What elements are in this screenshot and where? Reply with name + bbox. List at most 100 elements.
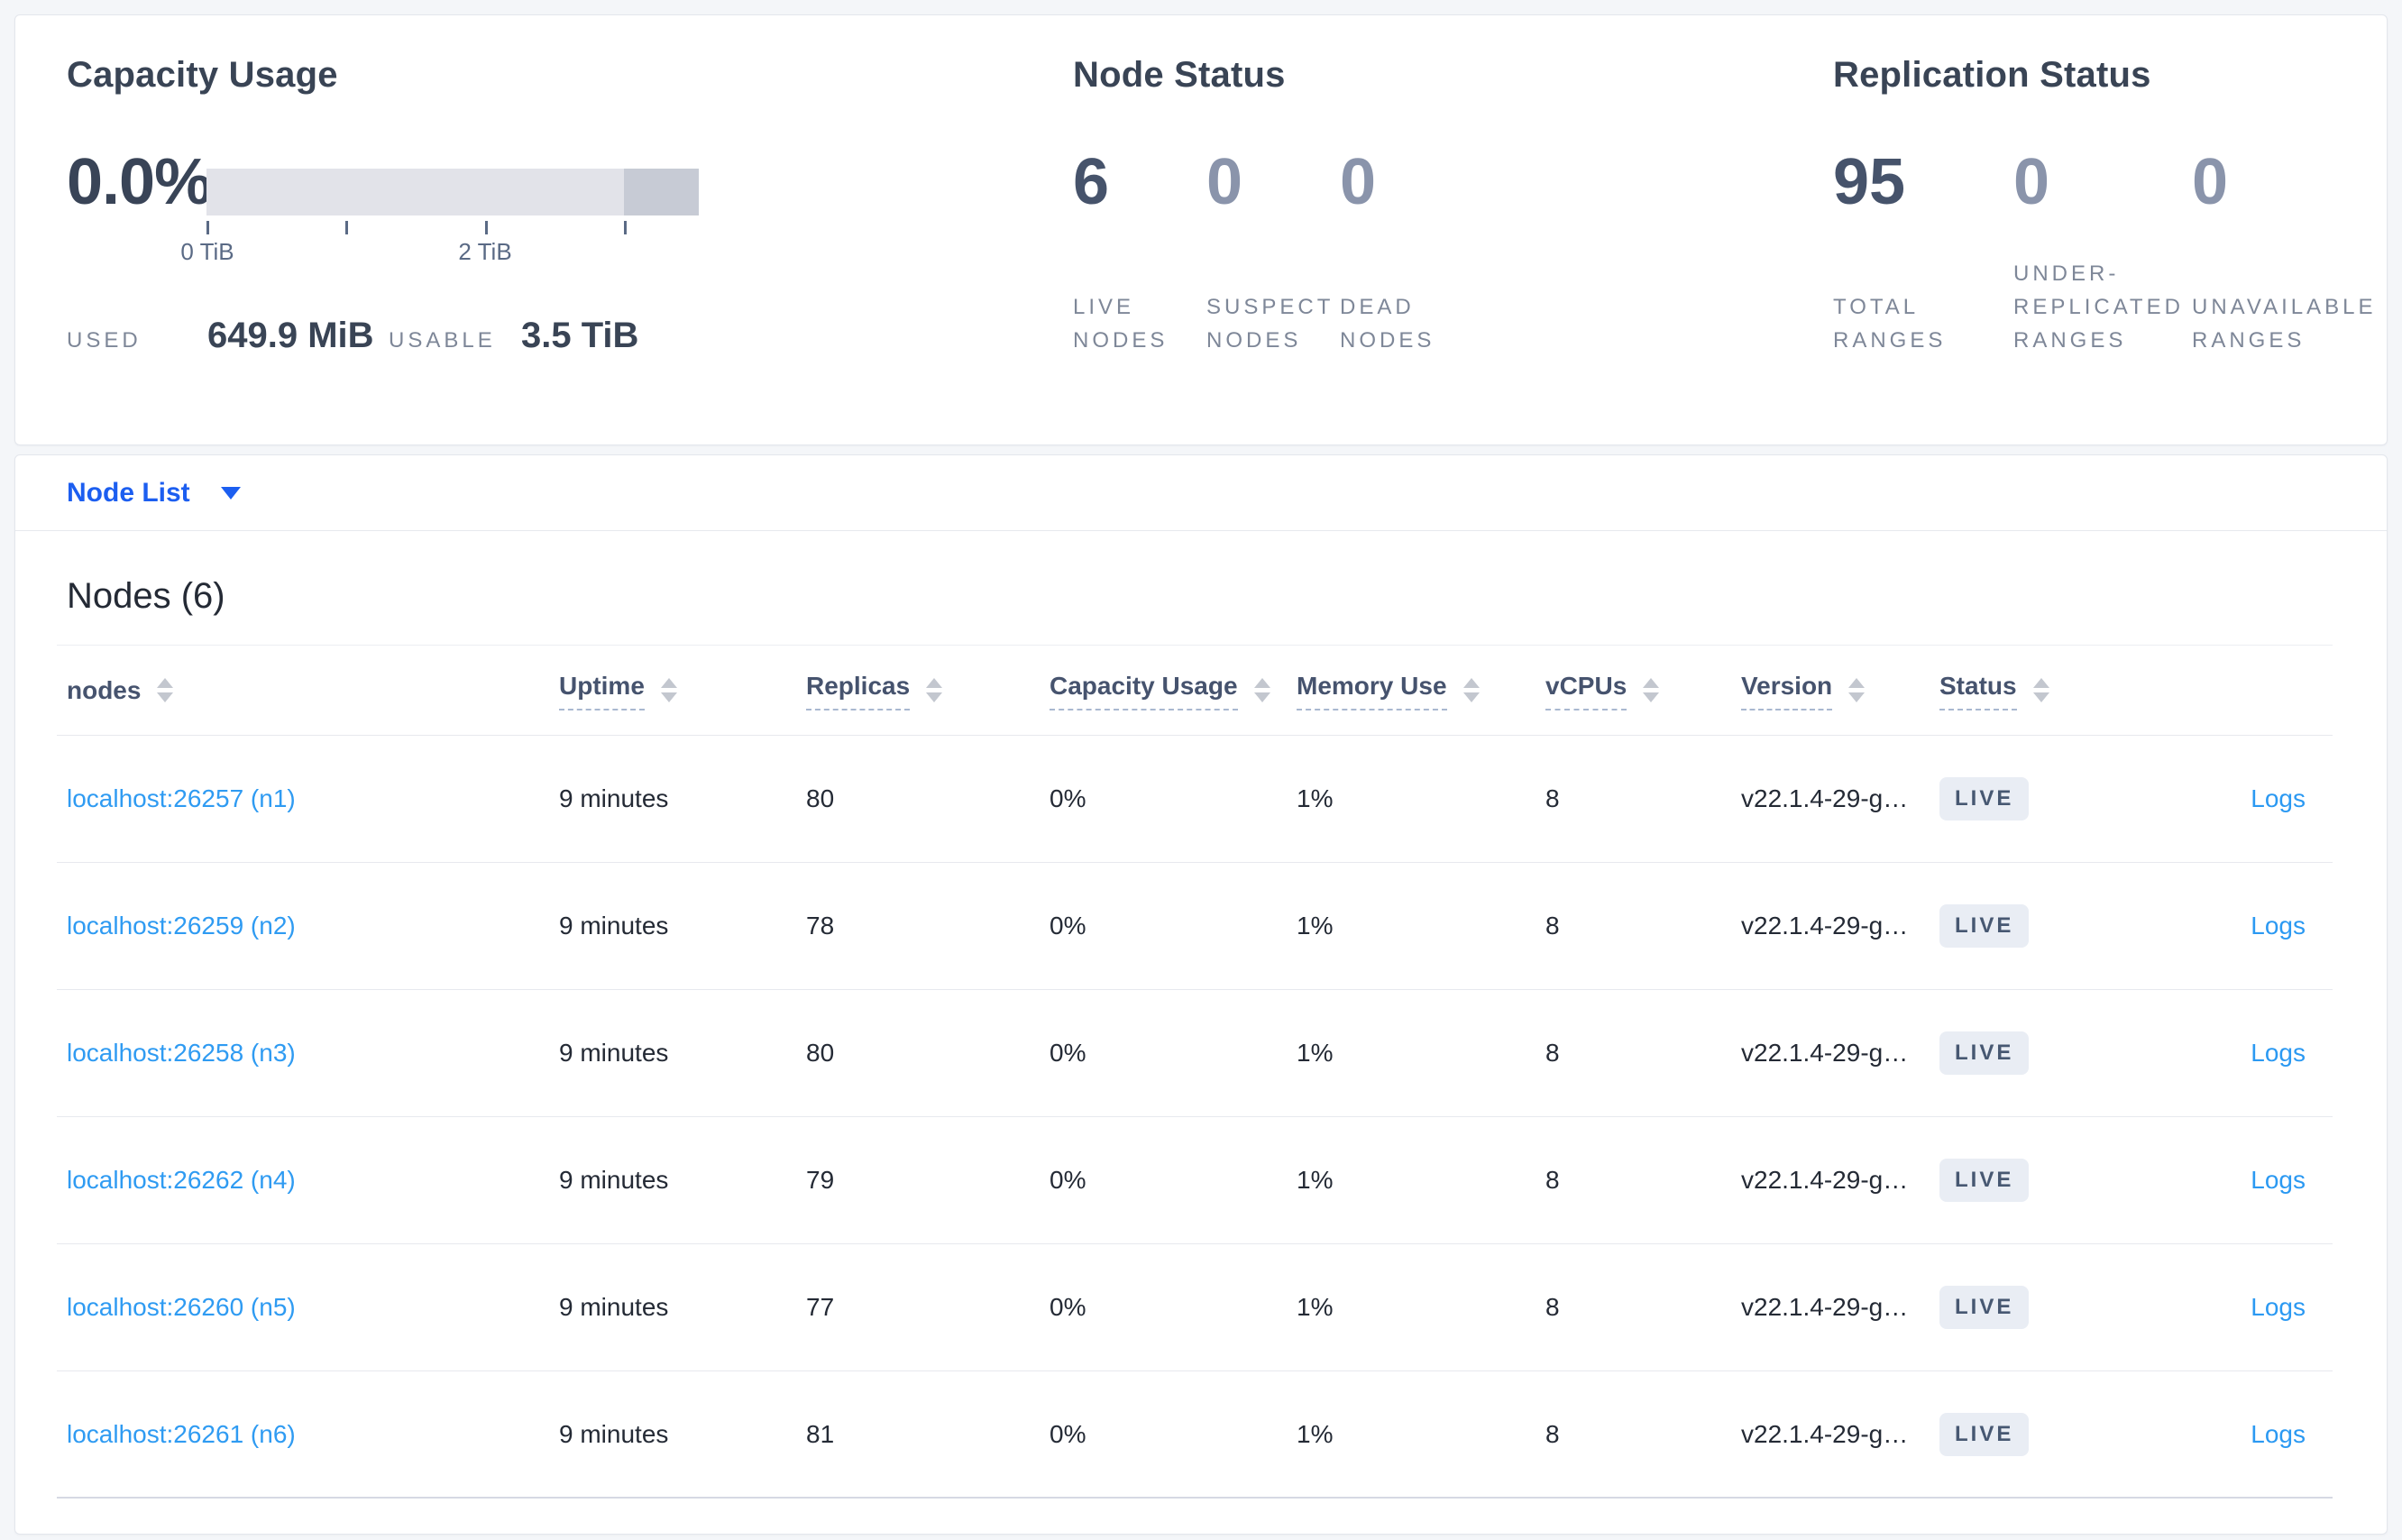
- logs-link[interactable]: Logs: [2251, 1293, 2306, 1321]
- status-badge: LIVE: [1939, 1286, 2030, 1329]
- sort-icon[interactable]: [1848, 678, 1866, 702]
- sort-icon[interactable]: [1462, 678, 1480, 702]
- capacity-usage-cell: 0%: [1050, 912, 1086, 940]
- unavailable-count: 0: [2192, 146, 2229, 218]
- vcpus-cell: 8: [1545, 1293, 1560, 1321]
- status-badge: LIVE: [1939, 1031, 2030, 1075]
- logs-link[interactable]: Logs: [2251, 912, 2306, 940]
- column-header-version[interactable]: Version: [1741, 670, 1939, 710]
- suspect-nodes-label: SUSPECT NODES: [1206, 295, 1334, 353]
- chevron-down-icon: [220, 486, 241, 500]
- memory-use-cell: 1%: [1297, 1293, 1334, 1321]
- replication-status-title: Replication Status: [1833, 55, 2151, 95]
- uptime-cell: 9 minutes: [559, 1166, 669, 1194]
- under-replicated-ranges-stat: 0 UNDER-REPLICATED RANGES: [2013, 146, 2192, 357]
- usable-value: 3.5 TiB: [521, 316, 639, 355]
- memory-use-cell: 1%: [1297, 1166, 1334, 1194]
- used-label: USED: [67, 328, 142, 353]
- table-row-n5: localhost:26260 (n5) 9 minutes 77 0% 1% …: [57, 1244, 2333, 1371]
- dead-nodes-label: DEAD NODES: [1340, 295, 1435, 353]
- logs-link[interactable]: Logs: [2251, 1419, 2306, 1448]
- dead-nodes-stat: 0 DEAD NODES: [1340, 146, 1517, 357]
- column-header-nodes[interactable]: nodes: [57, 674, 559, 706]
- under-replicated-count: 0: [2013, 146, 2050, 218]
- tick-mark: [485, 221, 489, 234]
- logs-link[interactable]: Logs: [2251, 1039, 2306, 1067]
- node-address-link[interactable]: localhost:26262 (n4): [67, 1166, 296, 1194]
- memory-use-cell: 1%: [1297, 784, 1334, 812]
- uptime-cell: 9 minutes: [559, 1419, 669, 1448]
- dead-nodes-count: 0: [1340, 146, 1377, 218]
- suspect-nodes-count: 0: [1206, 146, 1243, 218]
- tick-label-0tib: 0 TiB: [180, 238, 234, 265]
- memory-use-cell: 1%: [1297, 1419, 1334, 1448]
- total-ranges-stat: 95 TOTAL RANGES: [1833, 146, 2013, 357]
- tick-mark: [206, 221, 209, 234]
- vcpus-cell: 8: [1545, 784, 1560, 812]
- node-list-dropdown[interactable]: Node List: [67, 478, 241, 509]
- sort-icon[interactable]: [157, 678, 174, 702]
- column-header-memory-use[interactable]: Memory Use: [1297, 670, 1545, 710]
- node-address-link[interactable]: localhost:26259 (n2): [67, 912, 296, 940]
- live-nodes-label: LIVE NODES: [1073, 295, 1169, 353]
- node-address-link[interactable]: localhost:26261 (n6): [67, 1419, 296, 1448]
- table-row-n3: localhost:26258 (n3) 9 minutes 80 0% 1% …: [57, 990, 2333, 1117]
- capacity-usage-cell: 0%: [1050, 1039, 1086, 1067]
- replicas-cell: 80: [806, 784, 835, 812]
- replication-status-section: Replication Status 95 TOTAL RANGES 0 UND…: [1819, 15, 2387, 445]
- node-address-link[interactable]: localhost:26257 (n1): [67, 784, 296, 812]
- sort-icon[interactable]: [926, 678, 943, 702]
- column-header-status[interactable]: Status: [1939, 670, 2131, 710]
- column-header-replicas[interactable]: Replicas: [806, 670, 1050, 710]
- capacity-axis-ticks: [206, 221, 699, 234]
- column-header-uptime[interactable]: Uptime: [559, 670, 806, 710]
- memory-use-cell: 1%: [1297, 1039, 1334, 1067]
- vcpus-cell: 8: [1545, 1419, 1560, 1448]
- sort-icon[interactable]: [1253, 678, 1270, 702]
- tick-label-2tib: 2 TiB: [458, 238, 512, 265]
- tick-mark: [624, 221, 627, 234]
- nodes-table-header: nodes Uptime Replicas Capacity Usage Mem…: [57, 646, 2333, 736]
- nodes-table: nodes Uptime Replicas Capacity Usage Mem…: [57, 645, 2333, 1499]
- under-replicated-label: UNDER-REPLICATED RANGES: [2013, 261, 2184, 353]
- sort-icon[interactable]: [660, 678, 677, 702]
- view-selector-bar: Node List: [15, 455, 2387, 531]
- live-nodes-count: 6: [1073, 146, 1110, 218]
- node-address-link[interactable]: localhost:26258 (n3): [67, 1039, 296, 1067]
- usable-label: USABLE: [389, 328, 496, 353]
- sort-icon[interactable]: [1643, 678, 1660, 702]
- capacity-usage-section: Capacity Usage 0.0% 0 TiB 2 TiB: [51, 15, 773, 445]
- uptime-cell: 9 minutes: [559, 912, 669, 940]
- nodes-count-heading: Nodes (6): [67, 576, 225, 616]
- capacity-usage-title: Capacity Usage: [67, 55, 338, 95]
- node-list-dropdown-label: Node List: [67, 477, 190, 508]
- live-nodes-stat: 6 LIVE NODES: [1073, 146, 1206, 357]
- column-header-vcpus[interactable]: vCPUs: [1545, 670, 1741, 710]
- used-value: 649.9 MiB: [207, 316, 374, 355]
- uptime-cell: 9 minutes: [559, 784, 669, 812]
- replicas-cell: 78: [806, 912, 835, 940]
- sort-icon[interactable]: [2032, 678, 2049, 702]
- unavailable-label: UNAVAILABLE RANGES: [2192, 295, 2377, 353]
- logs-link[interactable]: Logs: [2251, 784, 2306, 812]
- column-header-capacity-usage[interactable]: Capacity Usage: [1050, 670, 1297, 710]
- version-cell: v22.1.4-29-g…: [1741, 1039, 1909, 1067]
- table-row-n6: localhost:26261 (n6) 9 minutes 81 0% 1% …: [57, 1371, 2333, 1499]
- unavailable-ranges-stat: 0 UNAVAILABLE RANGES: [2192, 146, 2387, 357]
- node-status-title: Node Status: [1073, 55, 1286, 95]
- capacity-usage-cell: 0%: [1050, 1419, 1086, 1448]
- vcpus-cell: 8: [1545, 1039, 1560, 1067]
- cluster-summary-panel: Capacity Usage 0.0% 0 TiB 2 TiB: [14, 14, 2388, 445]
- capacity-bar-segment: [624, 169, 699, 215]
- total-ranges-count: 95: [1833, 146, 1906, 218]
- capacity-used-percent: 0.0%: [67, 146, 212, 218]
- capacity-legend: USED 649.9 MiB USABLE 3.5 TiB: [51, 316, 773, 356]
- capacity-bar-track: [206, 169, 699, 215]
- replicas-cell: 81: [806, 1419, 835, 1448]
- vcpus-cell: 8: [1545, 912, 1560, 940]
- node-address-link[interactable]: localhost:26260 (n5): [67, 1293, 296, 1321]
- suspect-nodes-stat: 0 SUSPECT NODES: [1206, 146, 1340, 357]
- node-status-section: Node Status 6 LIVE NODES 0 SUSPECT NODES…: [1059, 15, 1654, 445]
- logs-link[interactable]: Logs: [2251, 1166, 2306, 1194]
- replicas-cell: 80: [806, 1039, 835, 1067]
